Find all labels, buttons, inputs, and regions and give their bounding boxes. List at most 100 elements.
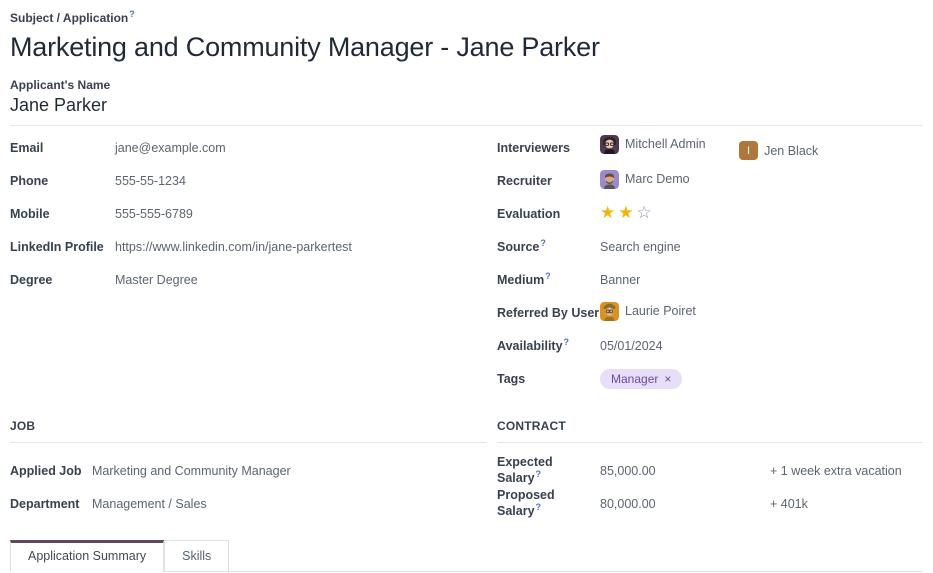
interviewer-name: Jen Black (764, 143, 819, 158)
medium-field-row: Medium? Banner (497, 263, 923, 296)
sections-area: JOB Applied Job Marketing and Community … (10, 419, 923, 520)
mitchell-admin-avatar (600, 134, 619, 154)
header-divider (10, 125, 923, 126)
expected-salary-field[interactable]: 85,000.00 (600, 463, 656, 478)
degree-label: Degree (10, 272, 53, 287)
applied-job-field[interactable]: Marketing and Community Manager (92, 463, 291, 478)
recruiter-name: Marc Demo (625, 172, 690, 186)
interviewers-field-row: Interviewers Mitchell Admin (497, 131, 923, 164)
help-icon[interactable]: ? (563, 337, 570, 348)
contract-section-header: CONTRACT (497, 419, 923, 443)
job-section-header: JOB (10, 419, 487, 443)
notebook-tabs: Application Summary Skills (10, 540, 923, 572)
tab-skills[interactable]: Skills (164, 540, 230, 571)
help-icon[interactable]: ? (129, 9, 135, 19)
interviewer-mitchell-admin[interactable]: Mitchell Admin (600, 134, 706, 154)
applicant-name-value[interactable]: Jane Parker (10, 95, 108, 115)
department-field-row: Department Management / Sales (10, 487, 487, 520)
proposed-salary-extra-field[interactable]: + 401k (770, 496, 808, 511)
linkedin-field-row: LinkedIn Profile https://www.linkedin.co… (10, 230, 487, 263)
availability-label: Availability? (497, 337, 600, 353)
job-section: JOB Applied Job Marketing and Community … (10, 419, 487, 520)
applicant-name-label: Applicant's Name (10, 78, 111, 92)
recruiter-marc-demo[interactable]: Marc Demo (600, 169, 690, 189)
evaluation-field-row: Evaluation ★ ★ ☆ (497, 197, 923, 230)
contact-fields-column: Email jane@example.com Phone 555-55-1234… (10, 131, 487, 395)
mobile-field[interactable]: 555-555-6789 (115, 206, 193, 221)
email-field-row: Email jane@example.com (10, 131, 487, 164)
tag-remove-icon[interactable]: × (664, 371, 672, 386)
proposed-salary-label-text: Proposed Salary (497, 488, 555, 519)
recruiter-field: Marc Demo (600, 169, 720, 192)
source-label-text: Source (497, 240, 540, 255)
job-section-body: Applied Job Marketing and Community Mana… (10, 454, 487, 520)
department-field[interactable]: Management / Sales (92, 496, 207, 511)
source-field-row: Source? Search engine (497, 230, 923, 263)
contract-section-body: Expected Salary? 85,000.00 + 1 week extr… (497, 454, 923, 520)
proposed-salary-label: Proposed Salary? (497, 488, 600, 518)
tags-label: Tags (497, 371, 526, 386)
help-icon[interactable]: ? (535, 502, 542, 513)
medium-field[interactable]: Banner (600, 272, 641, 287)
applied-job-label: Applied Job (10, 463, 82, 478)
medium-label: Medium? (497, 271, 600, 287)
help-icon[interactable]: ? (535, 469, 542, 480)
subject-application-label: Subject / Application? (10, 9, 923, 25)
availability-label-text: Availability (497, 339, 563, 354)
source-label: Source? (497, 238, 600, 254)
recruitment-fields-column: Interviewers Mitchell Admin (497, 131, 923, 395)
expected-salary-label: Expected Salary? (497, 455, 600, 485)
degree-field[interactable]: Master Degree (115, 272, 198, 287)
tab-application-summary[interactable]: Application Summary (10, 540, 165, 572)
referred-by-field-row: Referred By User Laurie Poiret (497, 296, 923, 329)
interviewer-name: Mitchell Admin (625, 137, 706, 152)
tags-field-row: Tags Manager × (497, 362, 923, 395)
availability-field-row: Availability? 05/01/2024 (497, 329, 923, 362)
interviewers-field: Mitchell Admin I Jen Black (600, 134, 848, 161)
proposed-salary-field[interactable]: 80,000.00 (600, 496, 656, 511)
star-3-icon[interactable]: ☆ (636, 203, 652, 223)
interviewer-jen-black[interactable]: I Jen Black (739, 141, 819, 161)
linkedin-field[interactable]: https://www.linkedin.com/in/jane-parkert… (115, 239, 352, 254)
evaluation-label: Evaluation (497, 206, 561, 221)
help-icon[interactable]: ? (545, 271, 551, 282)
referred-by-laurie-poiret[interactable]: Laurie Poiret (600, 301, 696, 321)
degree-field-row: Degree Master Degree (10, 263, 487, 296)
recruiter-field-row: Recruiter Marc Demo (497, 164, 923, 197)
phone-label: Phone (10, 173, 49, 188)
referred-by-label: Referred By User (497, 305, 600, 320)
fields-area: Email jane@example.com Phone 555-55-1234… (10, 131, 923, 395)
medium-label-text: Medium (497, 273, 545, 288)
linkedin-label: LinkedIn Profile (10, 239, 104, 254)
email-label: Email (10, 140, 44, 155)
applied-job-field-row: Applied Job Marketing and Community Mana… (10, 454, 487, 487)
source-field[interactable]: Search engine (600, 239, 681, 254)
star-2-icon[interactable]: ★ (618, 203, 634, 223)
recruiter-label: Recruiter (497, 173, 552, 188)
application-title[interactable]: Marketing and Community Manager - Jane P… (10, 32, 600, 62)
mobile-field-row: Mobile 555-555-6789 (10, 197, 487, 230)
phone-field-row: Phone 555-55-1234 (10, 164, 487, 197)
contract-section: CONTRACT Expected Salary? 85,000.00 + 1 … (497, 419, 923, 520)
referred-by-field: Laurie Poiret (600, 301, 726, 324)
expected-salary-field-row: Expected Salary? 85,000.00 + 1 week extr… (497, 454, 923, 487)
mobile-label: Mobile (10, 206, 50, 221)
tags-field: Manager × (600, 368, 683, 389)
marc-demo-avatar (600, 169, 619, 189)
department-label: Department (10, 496, 80, 511)
email-field[interactable]: jane@example.com (115, 140, 226, 155)
expected-salary-extra-field[interactable]: + 1 week extra vacation (770, 463, 902, 478)
star-1-icon[interactable]: ★ (600, 203, 616, 223)
phone-field[interactable]: 555-55-1234 (115, 173, 186, 188)
referred-by-name: Laurie Poiret (625, 304, 696, 318)
interviewers-label: Interviewers (497, 140, 570, 155)
evaluation-stars: ★ ★ ☆ (600, 205, 652, 222)
proposed-salary-field-row: Proposed Salary? 80,000.00 + 401k (497, 487, 923, 520)
tag-manager[interactable]: Manager × (600, 368, 683, 389)
tag-label: Manager (611, 371, 659, 386)
help-icon[interactable]: ? (540, 238, 546, 249)
expected-salary-label-text: Expected Salary (497, 455, 553, 486)
laurie-poiret-avatar (600, 301, 619, 321)
availability-field[interactable]: 05/01/2024 (600, 338, 663, 353)
